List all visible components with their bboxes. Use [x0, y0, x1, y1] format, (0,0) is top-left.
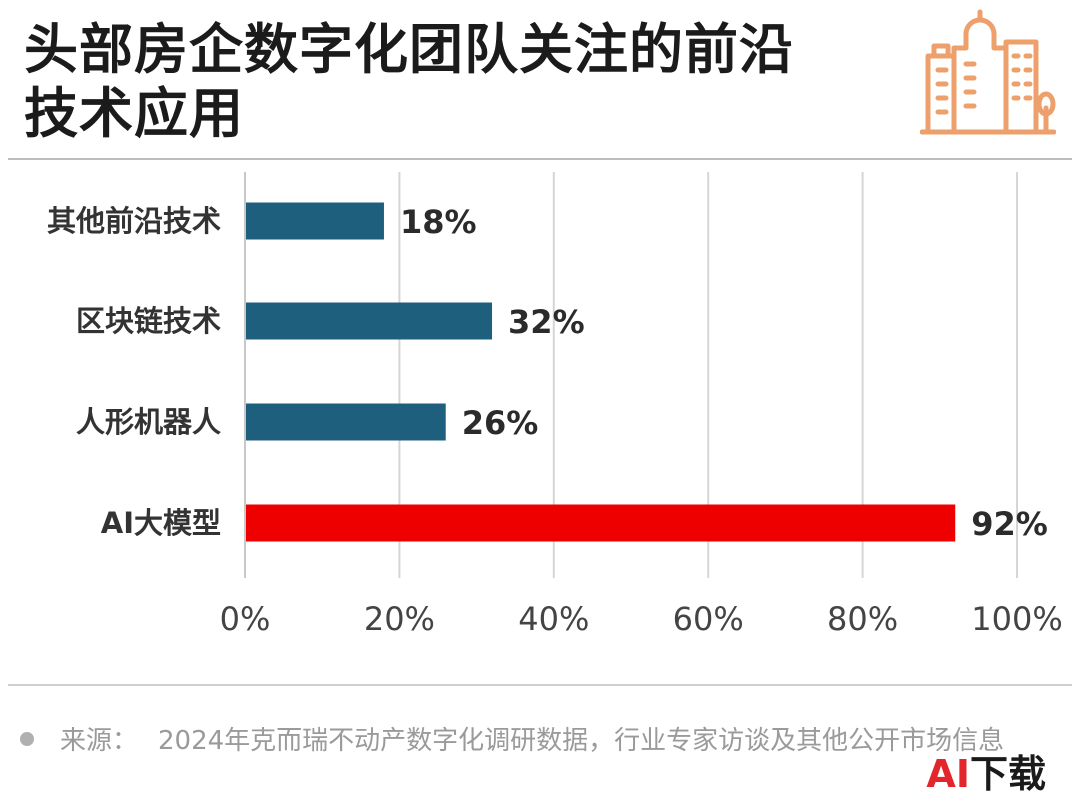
x-tick-label-60: 60%	[673, 600, 744, 638]
badge-ai-text: AI	[926, 752, 970, 796]
bottom-divider	[8, 684, 1072, 686]
bar-3	[246, 504, 956, 542]
top-divider	[8, 158, 1072, 160]
bar-1	[246, 302, 493, 340]
category-label-2: 人形机器人	[76, 405, 221, 439]
x-tick-label-80: 80%	[827, 600, 898, 638]
badge-download-text: 下载	[969, 752, 1046, 796]
category-label-3: AI大模型	[101, 506, 221, 540]
x-tick-label-0: 0%	[220, 600, 271, 638]
x-tick-label-20: 20%	[364, 600, 435, 638]
title-line-1: 头部房企数字化团队关注的前沿	[24, 18, 794, 81]
value-label-1: 32%	[508, 303, 585, 341]
value-label-0: 18%	[400, 203, 477, 241]
title-line-2: 技术应用	[24, 82, 244, 145]
category-label-1: 区块链技术	[76, 304, 221, 338]
bullet-dot-icon	[20, 731, 34, 746]
x-tick-label-40: 40%	[518, 600, 589, 638]
value-label-2: 26%	[462, 404, 539, 442]
x-tick-label-100: 100%	[971, 600, 1062, 638]
category-label-0: 其他前沿技术	[47, 204, 221, 238]
page-title: 头部房企数字化团队关注的前沿 技术应用	[24, 18, 884, 146]
bar-0	[246, 202, 384, 240]
download-badge: AI下载	[926, 752, 1046, 796]
source-label: 来源：	[60, 726, 139, 756]
bar-chart: 其他前沿技术 18% 区块链技术 32% 人形机器人 26% AI大模型 92% 0% 20% 40…	[47, 172, 1063, 638]
source-note: 来源： 2024年克而瑞不动产数字化调研数据，行业专家访谈及其他公开市场信息	[20, 720, 1070, 757]
bar-2	[246, 403, 446, 441]
value-label-3: 92%	[971, 505, 1048, 543]
source-text: 2024年克而瑞不动产数字化调研数据，行业专家访谈及其他公开市场信息	[158, 726, 1005, 756]
buildings-icon	[920, 9, 1056, 135]
